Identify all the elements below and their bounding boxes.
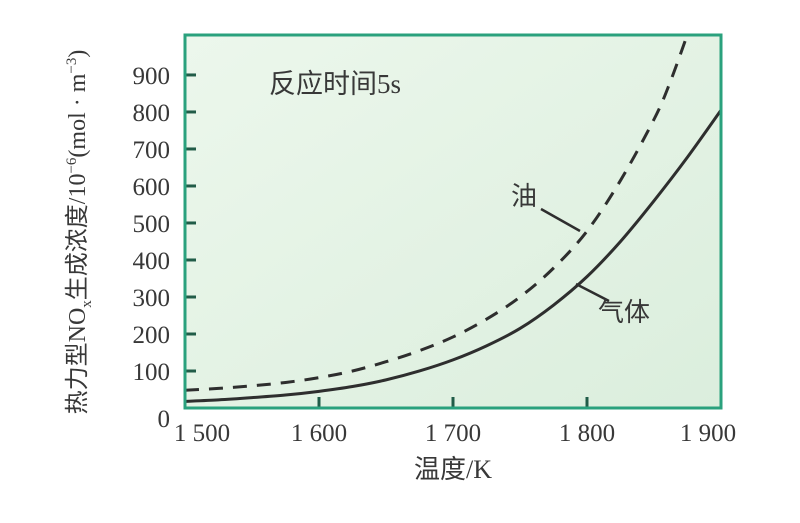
y-axis-title-unit: (mol · m bbox=[65, 73, 91, 158]
curves-group bbox=[185, 35, 721, 403]
y-axis-title-superscript2: −3 bbox=[64, 57, 80, 74]
x-tick-label: 1 700 bbox=[425, 420, 481, 447]
series-curve-1 bbox=[185, 109, 721, 403]
y-axis-title-text2: 生成浓度/10 bbox=[65, 173, 91, 301]
y-tick-label: 400 bbox=[133, 248, 171, 275]
y-axis-title-subscript: x bbox=[79, 300, 95, 308]
series-label-1: 气体 bbox=[598, 298, 650, 327]
annotation-reaction-time: 反应时间5s bbox=[269, 69, 401, 99]
y-tick-label: 300 bbox=[133, 285, 171, 312]
y-axis-title-text: 热力型NO bbox=[65, 307, 91, 415]
x-tick-label: 1 900 bbox=[680, 420, 736, 447]
series-leader-line-0 bbox=[540, 207, 581, 233]
x-tick-label: 1 500 bbox=[174, 420, 230, 447]
y-tick-label: 0 bbox=[158, 406, 171, 433]
y-tick-label: 600 bbox=[133, 174, 171, 201]
series-label-0: 油 bbox=[511, 182, 537, 211]
plot-area bbox=[185, 35, 721, 408]
y-tick-label: 900 bbox=[133, 63, 171, 90]
y-tick-label: 500 bbox=[133, 211, 171, 238]
y-tick-label: 700 bbox=[133, 137, 171, 164]
y-axis-title: 热力型NOx生成浓度/10−6(mol · m−3) bbox=[52, 12, 95, 452]
y-axis-title-superscript: −6 bbox=[64, 157, 80, 174]
y-tick-label: 800 bbox=[133, 100, 171, 127]
x-axis-title: 温度/K bbox=[414, 455, 492, 484]
y-axis-title-close: ) bbox=[65, 49, 91, 58]
x-tick-label: 1 800 bbox=[559, 420, 615, 447]
series-curve-0 bbox=[185, 35, 689, 392]
plot-frame bbox=[183, 33, 723, 410]
y-tick-label: 100 bbox=[133, 359, 171, 386]
series-leader-line-1 bbox=[575, 282, 610, 303]
x-tick-label: 1 600 bbox=[291, 420, 347, 447]
y-tick-label: 200 bbox=[133, 322, 171, 349]
